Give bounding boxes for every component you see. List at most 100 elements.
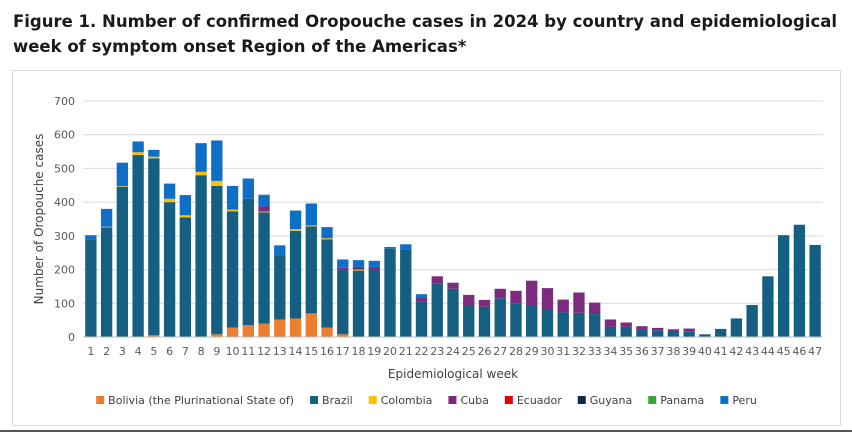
- bar-segment: Brazil – 15: 258: [305, 226, 317, 314]
- legend-item: Guyana: [577, 394, 632, 407]
- bar-segment: Brazil – 6: 400: [163, 202, 176, 337]
- bar-segment: Brazil – 3: 445: [116, 186, 129, 337]
- bar-segment: Brazil – 18: 197: [352, 270, 365, 337]
- legend: Bolivia (the Plurinational State of) Braz…: [96, 394, 757, 407]
- bar-segment: Bolivia (the Plurinational State of) – 1…: [226, 327, 239, 337]
- legend-swatch: [648, 396, 657, 404]
- bar-segment: Brazil – 33: 68: [589, 314, 601, 337]
- legend-label: Ecuador: [517, 394, 562, 407]
- bar-segment: Peru – 8: 85: [195, 143, 207, 172]
- x-tick-label: 8: [198, 345, 205, 358]
- x-tick-label: 14: [289, 345, 303, 358]
- bar-segment: Cuba – 37: 7: [652, 327, 664, 331]
- x-tick-label: 42: [729, 345, 743, 358]
- x-tick-label: 12: [257, 345, 271, 358]
- x-axis-label: Epidemiological week: [388, 367, 518, 381]
- bar-segment: Brazil – 21: 260: [400, 249, 412, 337]
- bar-segment: Brazil – 44: 180: [762, 276, 774, 337]
- bar-segment: Colombia – 3: 2: [116, 186, 129, 187]
- bar-segment: Peru – 14: 55: [289, 210, 302, 230]
- bar-segment: Brazil – 27: 115: [494, 298, 506, 337]
- bar-segment: Cuba – 36: 10: [636, 326, 648, 330]
- legend-label: Cuba: [460, 394, 488, 407]
- bar-segment: Cuba – 26: 20: [478, 299, 491, 307]
- legend-swatch: [96, 396, 105, 404]
- bar-segment: Bolivia (the Plurinational State of) – 1…: [321, 327, 333, 337]
- bar-segment: Peru – 10: 70: [226, 185, 239, 210]
- x-tick-label: 43: [745, 345, 759, 358]
- bars: Brazil – 1: 290Peru – 1: 12Brazil – 2: 3…: [85, 140, 821, 337]
- y-tick-label: 300: [54, 230, 75, 243]
- bar-segment: Brazil – 2: 325: [100, 227, 113, 337]
- y-tick-label: 100: [54, 297, 75, 310]
- bar-segment: Colombia – 8: 10: [195, 171, 207, 176]
- x-axis-ticks: 1 2 3 4 5 6 7 8 9 10 11 12 13 14 15 16 17 18 19 20 21 22 23 24 2…: [87, 345, 822, 358]
- bar-segment: Cuba – 31: 38: [557, 299, 569, 313]
- bar-segment: Brazil – 41: 24: [714, 328, 727, 337]
- bar-segment: Brazil – 30: 80: [541, 310, 554, 337]
- bar-segment: Brazil – 25: 95: [463, 304, 475, 337]
- bar-segment: Bolivia (the Plurinational State of) – 1…: [289, 318, 302, 337]
- bar-segment: Brazil – 37: 20: [652, 330, 664, 337]
- bar-segment: Peru – 21: 15: [400, 244, 412, 250]
- legend-label: Guyana: [590, 394, 632, 407]
- bar-segment: Peru – 9: 120: [211, 140, 223, 181]
- x-tick-label: 27: [493, 345, 507, 358]
- legend-swatch: [504, 396, 513, 404]
- bar-segment: Cuba – 28: 37: [510, 290, 522, 304]
- bar-segment: Peru – 11: 60: [242, 178, 254, 199]
- bar-segment: Peru – 22: 10: [415, 294, 428, 298]
- bar-segment: Cuba – 25: 30: [463, 294, 475, 305]
- bar-segment: Peru – 13: 30: [274, 245, 286, 256]
- x-tick-label: 35: [619, 345, 633, 358]
- x-tick-label: 7: [182, 345, 189, 358]
- legend-item: Bolivia (the Plurinational State of): [96, 394, 294, 407]
- bar-segment: Cuba – 12: 15: [258, 206, 270, 212]
- legend-swatch: [368, 396, 377, 404]
- bar-segment: Bolivia (the Plurinational State of) – 1…: [337, 334, 349, 337]
- bar-segment: Cuba – 22: 12: [415, 297, 428, 302]
- bar-segment: Brazil – 45: 302: [777, 235, 790, 337]
- bar-segment: Brazil – 24: 143: [447, 288, 459, 337]
- bar-segment: Bolivia (the Plurinational State of) – 9…: [211, 334, 223, 337]
- x-tick-label: 32: [572, 345, 586, 358]
- x-tick-label: 28: [509, 345, 523, 358]
- x-tick-label: 41: [714, 345, 728, 358]
- bar-segment: Brazil – 16: 262: [321, 239, 333, 328]
- x-tick-label: 31: [556, 345, 570, 358]
- bottom-divider: [0, 430, 852, 432]
- bar-segment: Brazil – 26: 90: [478, 306, 491, 337]
- bar-segment: Brazil – 1: 290: [85, 239, 97, 337]
- bar-segment: Peru – 2: 53: [100, 208, 113, 227]
- bar-segment: Brazil – 4: 540: [132, 154, 144, 337]
- bar-segment: Brazil – 39: 17: [683, 331, 695, 337]
- bar-segment: Brazil – 29: 92: [526, 305, 538, 337]
- bar-segment: Peru – 19: 18: [368, 260, 380, 267]
- bar-segment: Peru – 12: 35: [258, 194, 270, 207]
- bar-segment: Brazil – 19: 200: [368, 269, 380, 337]
- bar-segment: Peru – 15: 65: [305, 203, 317, 226]
- bar-segment: Brazil – 10: 345: [226, 211, 239, 328]
- y-tick-label: 500: [54, 162, 75, 175]
- bar-segment: Peru – 17: 25: [337, 259, 349, 268]
- legend-label: Bolivia (the Plurinational State of): [108, 394, 294, 407]
- x-tick-label: 11: [241, 345, 255, 358]
- x-tick-label: 18: [352, 345, 366, 358]
- bar-segment: Cuba – 27: 28: [494, 288, 506, 299]
- x-tick-label: 40: [698, 345, 712, 358]
- legend-swatch: [448, 396, 457, 404]
- bar-segment: Cuba – 23: 22: [431, 276, 443, 284]
- legend-item: Brazil: [310, 394, 353, 407]
- bar-segment: Cuba – 17: 5: [337, 267, 349, 270]
- bar-segment: Brazil – 11: 375: [242, 198, 254, 326]
- bar-segment: Brazil – 22: 105: [415, 301, 428, 337]
- bar-segment: Peru – 4: 32: [132, 141, 144, 153]
- x-tick-label: 29: [525, 345, 539, 358]
- bar-segment: Peru – 7: 60: [179, 195, 192, 216]
- bar-segment: Brazil – 20: 262: [384, 248, 396, 337]
- bar-segment: Bolivia (the Plurinational State of) – 5…: [148, 335, 160, 337]
- legend-swatch: [577, 396, 586, 404]
- x-tick-label: 20: [383, 345, 397, 358]
- legend-item: Panama: [648, 394, 704, 407]
- x-tick-label: 37: [651, 345, 665, 358]
